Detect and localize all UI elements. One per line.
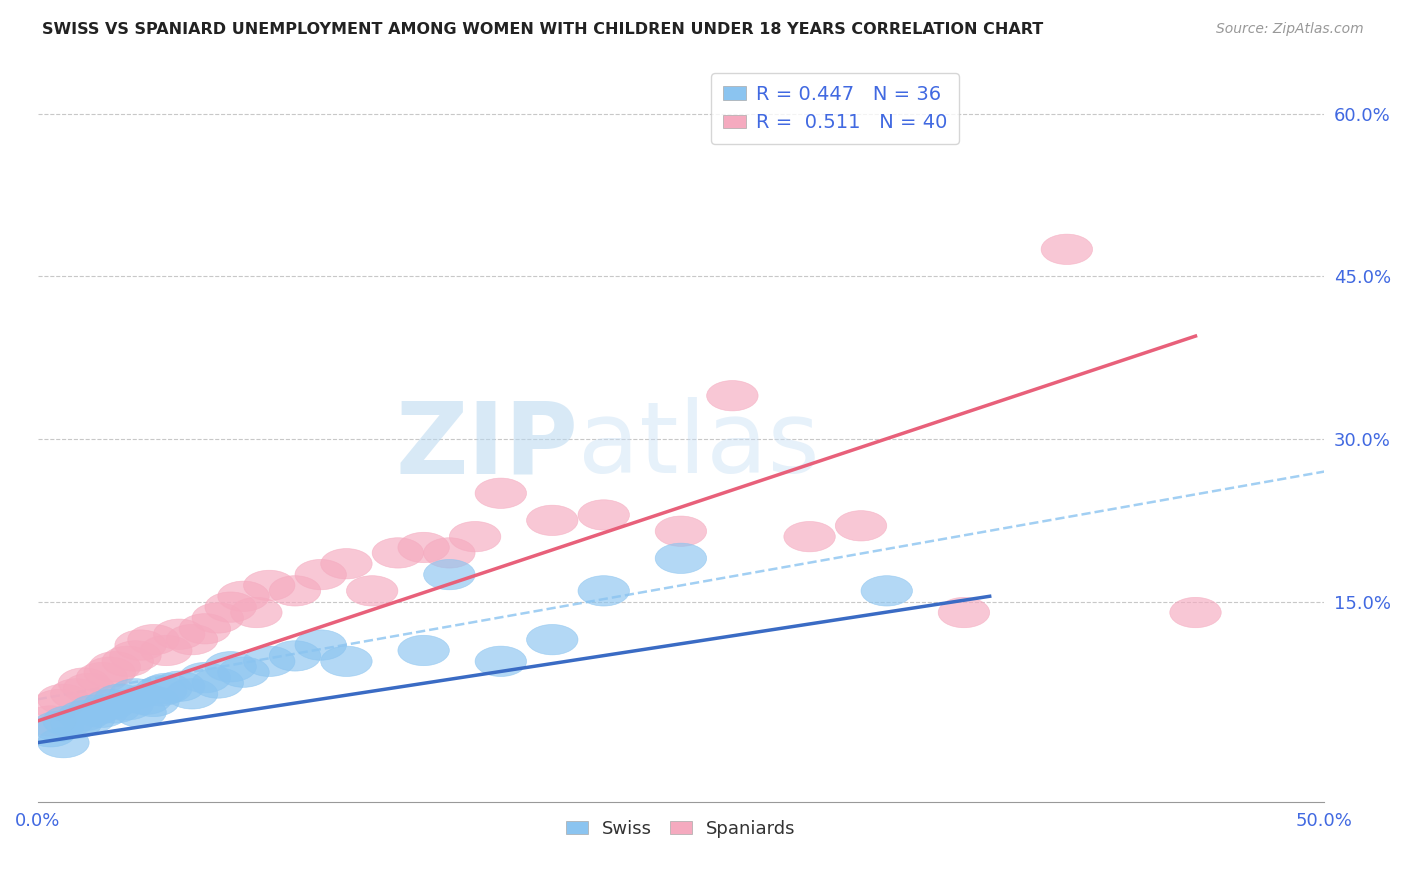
- Ellipse shape: [243, 646, 295, 676]
- Ellipse shape: [25, 706, 76, 736]
- Ellipse shape: [110, 640, 162, 671]
- Text: Source: ZipAtlas.com: Source: ZipAtlas.com: [1216, 22, 1364, 37]
- Ellipse shape: [25, 716, 76, 747]
- Ellipse shape: [321, 646, 373, 676]
- Ellipse shape: [110, 679, 162, 709]
- Ellipse shape: [1040, 235, 1092, 265]
- Ellipse shape: [860, 575, 912, 606]
- Ellipse shape: [475, 646, 526, 676]
- Ellipse shape: [835, 510, 887, 541]
- Ellipse shape: [94, 684, 146, 714]
- Ellipse shape: [475, 478, 526, 508]
- Ellipse shape: [346, 575, 398, 606]
- Legend: Swiss, Spaniards: Swiss, Spaniards: [558, 813, 803, 846]
- Text: atlas: atlas: [578, 397, 820, 494]
- Ellipse shape: [76, 663, 128, 693]
- Ellipse shape: [655, 543, 707, 574]
- Ellipse shape: [1170, 598, 1222, 628]
- Ellipse shape: [205, 592, 256, 623]
- Ellipse shape: [321, 549, 373, 579]
- Ellipse shape: [398, 533, 450, 563]
- Ellipse shape: [115, 698, 166, 728]
- Text: SWISS VS SPANIARD UNEMPLOYMENT AMONG WOMEN WITH CHILDREN UNDER 18 YEARS CORRELAT: SWISS VS SPANIARD UNEMPLOYMENT AMONG WOM…: [42, 22, 1043, 37]
- Ellipse shape: [128, 686, 179, 716]
- Ellipse shape: [655, 516, 707, 547]
- Ellipse shape: [135, 675, 187, 706]
- Ellipse shape: [120, 684, 172, 714]
- Ellipse shape: [193, 603, 243, 633]
- Ellipse shape: [450, 522, 501, 552]
- Ellipse shape: [141, 635, 193, 665]
- Ellipse shape: [38, 684, 89, 714]
- Ellipse shape: [783, 522, 835, 552]
- Ellipse shape: [295, 630, 346, 660]
- Ellipse shape: [32, 711, 84, 741]
- Ellipse shape: [423, 559, 475, 590]
- Ellipse shape: [938, 598, 990, 628]
- Ellipse shape: [89, 693, 141, 723]
- Ellipse shape: [58, 700, 110, 731]
- Ellipse shape: [63, 704, 115, 734]
- Ellipse shape: [115, 630, 166, 660]
- Ellipse shape: [205, 651, 256, 681]
- Ellipse shape: [84, 657, 135, 688]
- Ellipse shape: [141, 673, 193, 704]
- Ellipse shape: [373, 538, 423, 568]
- Ellipse shape: [153, 671, 205, 701]
- Ellipse shape: [270, 640, 321, 671]
- Ellipse shape: [69, 695, 120, 725]
- Ellipse shape: [231, 598, 283, 628]
- Ellipse shape: [423, 538, 475, 568]
- Ellipse shape: [398, 635, 450, 665]
- Ellipse shape: [103, 646, 153, 676]
- Ellipse shape: [153, 619, 205, 649]
- Ellipse shape: [63, 673, 115, 704]
- Ellipse shape: [179, 663, 231, 693]
- Ellipse shape: [58, 668, 110, 698]
- Ellipse shape: [51, 708, 103, 739]
- Ellipse shape: [526, 505, 578, 535]
- Ellipse shape: [270, 575, 321, 606]
- Ellipse shape: [179, 614, 231, 644]
- Ellipse shape: [84, 690, 135, 720]
- Ellipse shape: [295, 559, 346, 590]
- Ellipse shape: [218, 657, 270, 688]
- Ellipse shape: [89, 651, 141, 681]
- Ellipse shape: [42, 706, 94, 736]
- Ellipse shape: [51, 679, 103, 709]
- Ellipse shape: [578, 500, 630, 530]
- Ellipse shape: [32, 690, 84, 720]
- Ellipse shape: [166, 624, 218, 655]
- Ellipse shape: [38, 728, 89, 758]
- Ellipse shape: [218, 581, 270, 611]
- Ellipse shape: [243, 570, 295, 600]
- Ellipse shape: [526, 624, 578, 655]
- Ellipse shape: [193, 668, 243, 698]
- Ellipse shape: [578, 575, 630, 606]
- Ellipse shape: [103, 690, 153, 720]
- Text: ZIP: ZIP: [395, 397, 578, 494]
- Ellipse shape: [707, 381, 758, 411]
- Ellipse shape: [76, 698, 128, 728]
- Ellipse shape: [128, 624, 179, 655]
- Ellipse shape: [166, 679, 218, 709]
